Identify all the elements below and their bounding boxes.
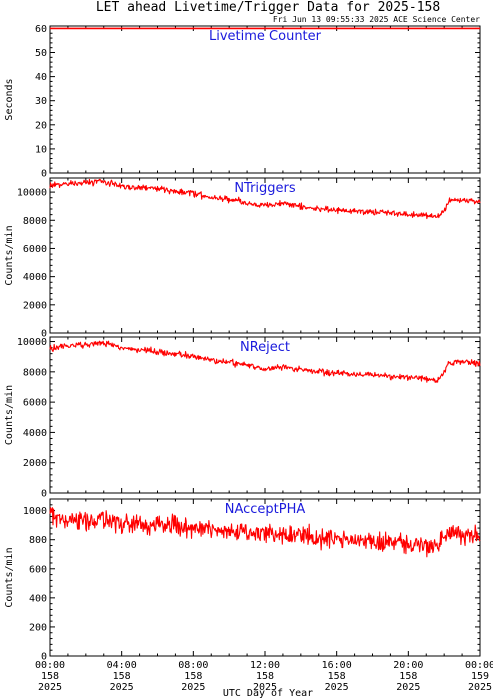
y-tick-label: 8000 xyxy=(23,367,47,378)
x-tick-doy: 158 xyxy=(399,671,417,682)
panel-3: 0 2000 4000 6000 8000 10000 Counts/min NReject xyxy=(4,336,481,500)
x-axis-labels: 00:00158202504:00158202508:00158202512:0… xyxy=(35,660,493,693)
panel-title: NTriggers xyxy=(234,181,296,196)
y-tick-label: 10 xyxy=(35,144,47,155)
panels: 0 10 20 30 40 50 60 Seconds Livetime Counter 0 200… xyxy=(4,24,481,663)
timestamp-stamp: Fri Jun 13 09:55:33 2025 ACE Science Cen… xyxy=(273,15,480,24)
y-tick-label: 2000 xyxy=(23,300,47,311)
y-axis-label: Counts/min xyxy=(4,385,15,445)
x-tick-time: 16:00 xyxy=(322,660,352,671)
y-tick-label: 6000 xyxy=(23,398,47,409)
x-tick-doy: 158 xyxy=(184,671,202,682)
panel-title: Livetime Counter xyxy=(209,29,322,44)
y-axis-label: Seconds xyxy=(4,78,15,120)
y-tick-label: 50 xyxy=(35,48,47,59)
y-tick-label: 200 xyxy=(29,622,47,633)
y-tick-label: 0 xyxy=(41,489,47,500)
x-tick-year: 2025 xyxy=(181,682,205,693)
plot-frame xyxy=(49,336,481,494)
x-tick-doy: 158 xyxy=(328,671,346,682)
y-tick-label: 2000 xyxy=(23,458,47,469)
y-axis-label: Counts/min xyxy=(4,225,15,285)
y-tick-label: 6000 xyxy=(23,244,47,255)
x-tick-doy: 158 xyxy=(113,671,131,682)
panel-4: 0 200 400 600 800 1000 Counts/min NAcceptPHA xyxy=(4,498,481,663)
series-line xyxy=(49,507,481,558)
x-tick-time: 00:00 xyxy=(35,660,65,671)
x-tick-time: 04:00 xyxy=(107,660,137,671)
y-tick-label: 10000 xyxy=(17,188,47,199)
y-tick-label: 0 xyxy=(41,652,47,663)
y-tick-label: 60 xyxy=(35,24,47,35)
figure-title: LET ahead Livetime/Trigger Data for 2025… xyxy=(96,0,440,15)
x-tick-time: 12:00 xyxy=(250,660,280,671)
y-tick-label: 600 xyxy=(29,564,47,575)
y-tick-label: 4000 xyxy=(23,272,47,283)
plot-frame xyxy=(49,25,481,174)
x-tick-time: 08:00 xyxy=(178,660,208,671)
panel-title: NAcceptPHA xyxy=(225,502,306,517)
y-tick-label: 0 xyxy=(41,169,47,180)
series-line xyxy=(49,178,481,220)
x-tick-year: 2025 xyxy=(468,682,492,693)
y-tick-label: 30 xyxy=(35,96,47,107)
y-tick-label: 4000 xyxy=(23,428,47,439)
x-tick-doy: 159 xyxy=(471,671,489,682)
panel-1: 0 10 20 30 40 50 60 Seconds Livetime Counter xyxy=(4,24,481,180)
series-line xyxy=(49,340,481,383)
x-axis-title: UTC Day of Year xyxy=(223,688,313,699)
x-tick-year: 2025 xyxy=(396,682,420,693)
panel-title: NReject xyxy=(240,340,290,355)
y-tick-label: 800 xyxy=(29,535,47,546)
panel-2: 0 2000 4000 6000 8000 10000 Counts/min NTrigger… xyxy=(4,177,481,340)
y-tick-label: 8000 xyxy=(23,216,47,227)
x-tick-time: 20:00 xyxy=(393,660,423,671)
x-tick-year: 2025 xyxy=(253,682,277,693)
y-tick-label: 20 xyxy=(35,120,47,131)
y-tick-label: 40 xyxy=(35,72,47,83)
plot-frame xyxy=(49,177,481,334)
y-tick-label: 10000 xyxy=(17,337,47,348)
x-tick-time: 00:00 xyxy=(465,660,493,671)
x-tick-doy: 158 xyxy=(256,671,274,682)
x-tick-year: 2025 xyxy=(325,682,349,693)
y-tick-label: 1000 xyxy=(23,506,47,517)
y-axis-label: Counts/min xyxy=(4,547,15,607)
y-tick-label: 400 xyxy=(29,593,47,604)
x-tick-year: 2025 xyxy=(110,682,134,693)
x-tick-year: 2025 xyxy=(38,682,62,693)
x-tick-doy: 158 xyxy=(41,671,59,682)
y-tick-label: 0 xyxy=(41,329,47,340)
